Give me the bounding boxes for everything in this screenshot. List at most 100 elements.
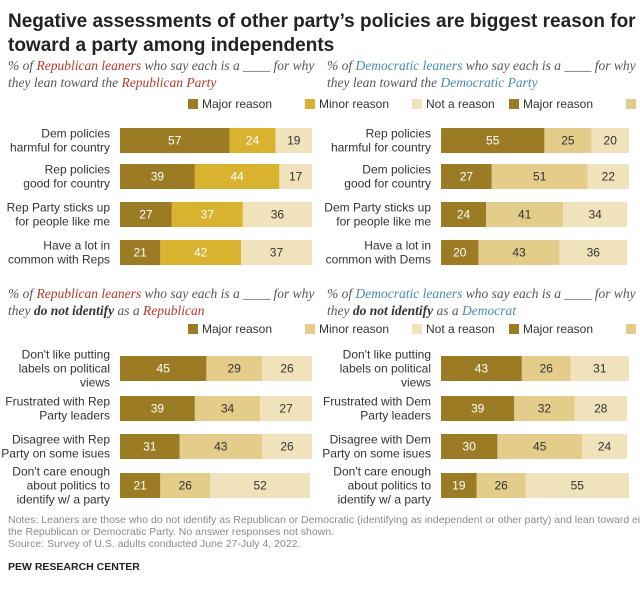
bar-segment-not	[559, 240, 628, 265]
panel-dem-lean: % of Democratic leaners who say each is …	[324, 58, 636, 267]
category-label: good for country	[23, 177, 110, 191]
legend-minor-swatch	[305, 99, 315, 109]
bar-segment-major	[120, 240, 161, 265]
subtitle-text: who say each is a ____ for why	[462, 58, 635, 73]
category-label: views	[401, 376, 431, 390]
category-label: Disagree with Dem	[330, 433, 431, 447]
data-label: 21	[133, 246, 147, 260]
panel-subtitle-line1: % of Democratic leaners who say each is …	[327, 58, 636, 73]
category-label: about politics to	[27, 479, 111, 493]
data-label: 37	[270, 246, 284, 260]
subtitle-party: Republican Party	[120, 75, 216, 90]
data-label: 27	[279, 402, 293, 416]
data-label: 26	[494, 479, 508, 493]
bar-segment-minor	[491, 164, 588, 189]
bar-segment-minor	[544, 128, 592, 153]
category-label: Disagree with Rep	[12, 433, 110, 447]
bar-segment-minor	[194, 396, 261, 421]
panel-rep-not-identify: % of Republican leaners who say each is …	[1, 286, 494, 507]
panel-subtitle-line1: % of Republican leaners who say each is …	[8, 286, 314, 301]
data-label: 29	[228, 362, 242, 376]
data-label: 19	[452, 479, 466, 493]
data-label: 24	[457, 208, 471, 222]
panel-subtitle-line2: they lean toward the Democratic Party	[327, 75, 538, 90]
subtitle-text: who say each is a ____ for why	[462, 286, 635, 301]
category-label: labels on political	[340, 362, 431, 376]
data-label: 25	[561, 134, 575, 148]
subtitle-party: Republican leaners	[36, 286, 142, 301]
bar-segment-minor	[194, 164, 280, 189]
category-label: for people like me	[15, 215, 110, 229]
data-label: 20	[604, 134, 618, 148]
bar-segment-major	[120, 396, 195, 421]
data-label: 31	[593, 362, 607, 376]
subtitle-text: they lean toward the	[327, 75, 440, 90]
data-label: 37	[201, 208, 215, 222]
note-line: Source: Survey of U.S. adults conducted …	[8, 538, 300, 550]
category-label: Dem Party sticks up	[324, 201, 431, 215]
data-label: 52	[253, 479, 267, 493]
bar-segment-major	[441, 202, 487, 227]
category-label: good for country	[344, 177, 431, 191]
category-label: Rep policies	[366, 127, 431, 141]
bar-segment-minor	[229, 128, 276, 153]
subtitle-text: % of	[8, 286, 37, 301]
bar-segment-minor	[160, 240, 241, 265]
chart-panels: % of Republican leaners who say each is …	[1, 58, 636, 507]
bar-segment-minor	[521, 356, 571, 381]
legend-not-swatch	[412, 99, 422, 109]
subtitle-text: who say each is a ____ for why	[141, 286, 314, 301]
subtitle-party: Democrat	[461, 303, 517, 318]
subtitle-party: Democratic Party	[439, 75, 537, 90]
subtitle-text: they	[8, 303, 34, 318]
panel-rep-lean: % of Republican leaners who say each is …	[7, 58, 495, 267]
category-label: Frustrated with Rep	[5, 395, 110, 409]
data-label: 36	[271, 208, 285, 222]
bar-segment-not	[279, 164, 312, 189]
data-label: 39	[151, 170, 165, 184]
subtitle-text: as a	[114, 303, 143, 318]
category-label: about politics to	[348, 479, 432, 493]
data-label: 43	[214, 440, 228, 454]
data-label: 17	[289, 170, 303, 184]
legend-minor-swatch	[305, 324, 315, 334]
legend-minor-swatch	[626, 324, 636, 334]
data-label: 55	[486, 134, 500, 148]
panel-subtitle-line1: % of Republican leaners who say each is …	[8, 58, 314, 73]
data-label: 55	[571, 479, 585, 493]
bar-segment-minor	[478, 240, 560, 265]
subtitle-text: % of	[327, 286, 356, 301]
legend-not-swatch	[412, 324, 422, 334]
bar-segment-not	[563, 202, 628, 227]
legend-major-label: Major reason	[523, 97, 593, 111]
chart-notes: Notes: Leaners are those who do not iden…	[8, 514, 640, 573]
bar-segment-not	[262, 356, 312, 381]
data-label: 26	[540, 362, 554, 376]
data-label: 30	[463, 440, 477, 454]
data-label: 57	[168, 134, 182, 148]
legend-major-swatch	[509, 324, 519, 334]
category-label: Frustrated with Dem	[323, 395, 431, 409]
bar-segment-major	[120, 202, 172, 227]
chart-title-line2: toward a party among independents	[8, 35, 334, 56]
legend-minor-swatch	[626, 99, 636, 109]
data-label: 27	[460, 170, 474, 184]
category-label: identify w/ a party	[17, 493, 110, 507]
panel-subtitle-line1: % of Democratic leaners who say each is …	[327, 286, 636, 301]
category-label: harmful for country	[331, 141, 431, 155]
category-label: Rep policies	[45, 163, 110, 177]
data-label: 42	[194, 246, 208, 260]
subtitle-party: Democratic leaners	[355, 286, 463, 301]
bar-segment-major	[441, 128, 545, 153]
bar-segment-not	[570, 356, 629, 381]
bar-segment-major	[120, 128, 230, 153]
data-label: 39	[471, 402, 485, 416]
bar-segment-major	[120, 473, 161, 498]
category-label: Party leaders	[39, 409, 110, 423]
bar-segment-major	[120, 356, 207, 381]
bar-segment-minor	[171, 202, 243, 227]
data-label: 21	[133, 479, 147, 493]
data-label: 20	[453, 246, 467, 260]
category-label: common with Reps	[8, 253, 110, 267]
